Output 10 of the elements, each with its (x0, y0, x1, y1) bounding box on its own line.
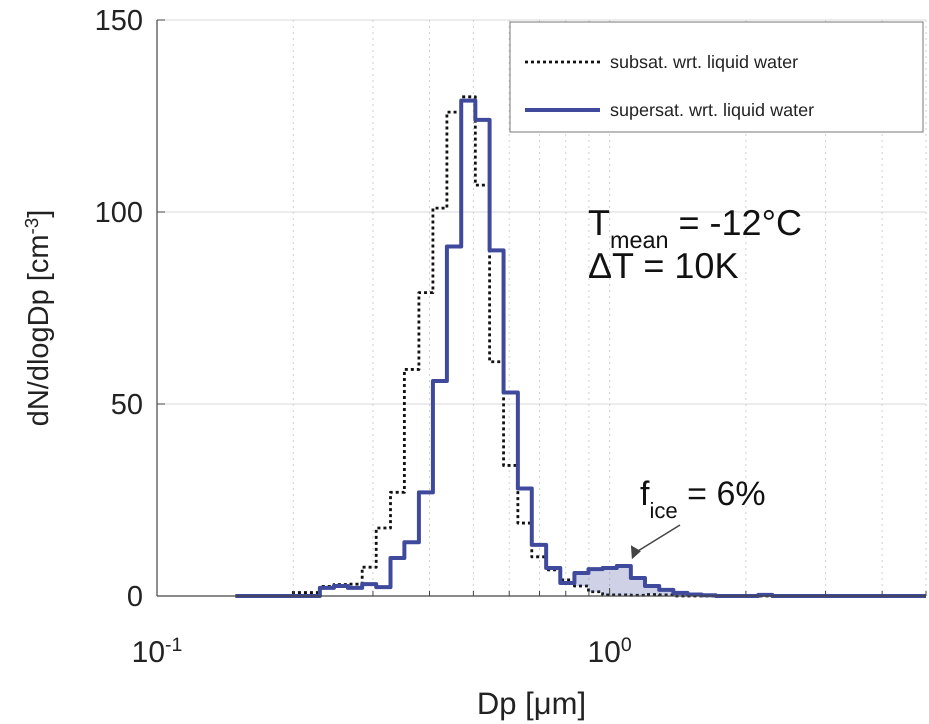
y-tick-label: 150 (94, 5, 143, 37)
x-axis-title: Dp [μm] (476, 686, 586, 721)
y-tick-label: 50 (110, 389, 143, 421)
y-tick-label: 100 (94, 197, 143, 229)
legend-label: subsat. wrt. liquid water (610, 52, 798, 72)
x-tick-label: 10$^{0}$ (588, 634, 632, 669)
annotation: f$_{ice}$ = 6% (640, 475, 766, 522)
legend-label: supersat. wrt. liquid water (610, 100, 814, 120)
x-tick-label: 10$^{-1}$ (132, 634, 182, 669)
y-tick-label: 0 (126, 581, 143, 613)
